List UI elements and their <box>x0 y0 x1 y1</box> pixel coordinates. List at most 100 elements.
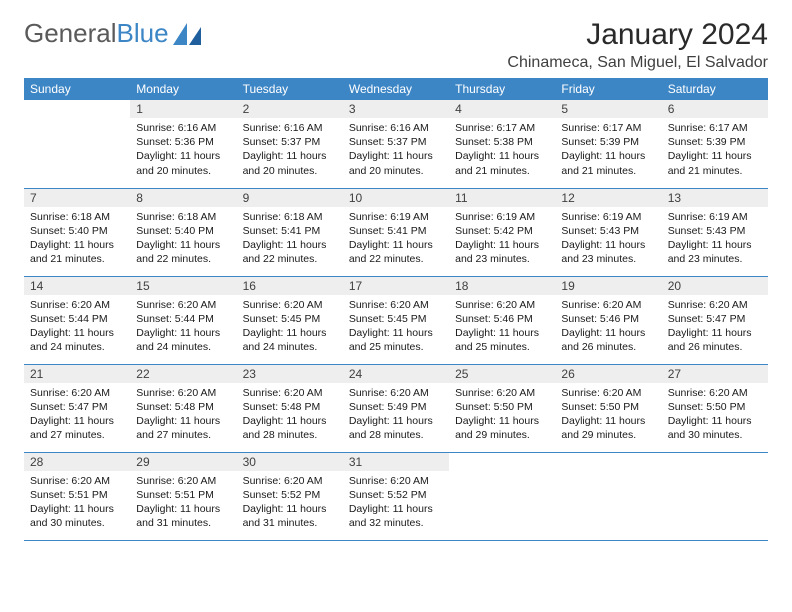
sunset-text: Sunset: 5:42 PM <box>455 224 549 238</box>
sunset-text: Sunset: 5:37 PM <box>243 135 337 149</box>
calendar-week-row: 28Sunrise: 6:20 AMSunset: 5:51 PMDayligh… <box>24 452 768 540</box>
daylight-text: Daylight: 11 hours and 24 minutes. <box>136 326 230 354</box>
sunset-text: Sunset: 5:48 PM <box>243 400 337 414</box>
calendar-day-cell: 2Sunrise: 6:16 AMSunset: 5:37 PMDaylight… <box>237 100 343 188</box>
daylight-text: Daylight: 11 hours and 31 minutes. <box>136 502 230 530</box>
daylight-text: Daylight: 11 hours and 25 minutes. <box>349 326 443 354</box>
weekday-header-row: Sunday Monday Tuesday Wednesday Thursday… <box>24 78 768 100</box>
weekday-header: Saturday <box>662 78 768 100</box>
day-number: 3 <box>343 100 449 118</box>
sunrise-text: Sunrise: 6:19 AM <box>349 210 443 224</box>
sunset-text: Sunset: 5:51 PM <box>136 488 230 502</box>
day-content: Sunrise: 6:20 AMSunset: 5:49 PMDaylight:… <box>343 383 449 447</box>
day-number: 15 <box>130 277 236 295</box>
sunrise-text: Sunrise: 6:20 AM <box>30 298 124 312</box>
daylight-text: Daylight: 11 hours and 26 minutes. <box>561 326 655 354</box>
calendar-day-cell: 16Sunrise: 6:20 AMSunset: 5:45 PMDayligh… <box>237 276 343 364</box>
calendar-table: Sunday Monday Tuesday Wednesday Thursday… <box>24 78 768 541</box>
day-content: Sunrise: 6:18 AMSunset: 5:40 PMDaylight:… <box>130 207 236 271</box>
calendar-day-cell: 29Sunrise: 6:20 AMSunset: 5:51 PMDayligh… <box>130 452 236 540</box>
day-number: 10 <box>343 189 449 207</box>
day-number: 27 <box>662 365 768 383</box>
day-content: Sunrise: 6:20 AMSunset: 5:51 PMDaylight:… <box>130 471 236 535</box>
day-content: Sunrise: 6:19 AMSunset: 5:43 PMDaylight:… <box>555 207 661 271</box>
day-content: Sunrise: 6:20 AMSunset: 5:50 PMDaylight:… <box>662 383 768 447</box>
daylight-text: Daylight: 11 hours and 28 minutes. <box>349 414 443 442</box>
sunset-text: Sunset: 5:50 PM <box>668 400 762 414</box>
sunrise-text: Sunrise: 6:16 AM <box>349 121 443 135</box>
calendar-day-cell <box>449 452 555 540</box>
daylight-text: Daylight: 11 hours and 29 minutes. <box>561 414 655 442</box>
day-content: Sunrise: 6:20 AMSunset: 5:46 PMDaylight:… <box>449 295 555 359</box>
sunrise-text: Sunrise: 6:19 AM <box>455 210 549 224</box>
sunset-text: Sunset: 5:41 PM <box>349 224 443 238</box>
day-number: 18 <box>449 277 555 295</box>
day-number: 11 <box>449 189 555 207</box>
sunset-text: Sunset: 5:50 PM <box>455 400 549 414</box>
page-header: GeneralBlue January 2024 Chinameca, San … <box>24 18 768 72</box>
calendar-day-cell: 7Sunrise: 6:18 AMSunset: 5:40 PMDaylight… <box>24 188 130 276</box>
day-content: Sunrise: 6:19 AMSunset: 5:42 PMDaylight:… <box>449 207 555 271</box>
daylight-text: Daylight: 11 hours and 20 minutes. <box>349 149 443 177</box>
sunrise-text: Sunrise: 6:20 AM <box>349 298 443 312</box>
weekday-header: Sunday <box>24 78 130 100</box>
sunset-text: Sunset: 5:40 PM <box>30 224 124 238</box>
calendar-day-cell: 8Sunrise: 6:18 AMSunset: 5:40 PMDaylight… <box>130 188 236 276</box>
day-content: Sunrise: 6:18 AMSunset: 5:41 PMDaylight:… <box>237 207 343 271</box>
sunrise-text: Sunrise: 6:16 AM <box>136 121 230 135</box>
calendar-day-cell: 4Sunrise: 6:17 AMSunset: 5:38 PMDaylight… <box>449 100 555 188</box>
title-block: January 2024 Chinameca, San Miguel, El S… <box>507 18 768 72</box>
daylight-text: Daylight: 11 hours and 21 minutes. <box>668 149 762 177</box>
sunrise-text: Sunrise: 6:18 AM <box>30 210 124 224</box>
sunset-text: Sunset: 5:44 PM <box>136 312 230 326</box>
sunset-text: Sunset: 5:47 PM <box>668 312 762 326</box>
calendar-day-cell <box>24 100 130 188</box>
day-number: 20 <box>662 277 768 295</box>
daylight-text: Daylight: 11 hours and 30 minutes. <box>668 414 762 442</box>
calendar-day-cell: 31Sunrise: 6:20 AMSunset: 5:52 PMDayligh… <box>343 452 449 540</box>
day-number <box>24 100 130 104</box>
day-content: Sunrise: 6:20 AMSunset: 5:47 PMDaylight:… <box>24 383 130 447</box>
daylight-text: Daylight: 11 hours and 25 minutes. <box>455 326 549 354</box>
calendar-day-cell: 23Sunrise: 6:20 AMSunset: 5:48 PMDayligh… <box>237 364 343 452</box>
sunset-text: Sunset: 5:43 PM <box>668 224 762 238</box>
day-content: Sunrise: 6:20 AMSunset: 5:50 PMDaylight:… <box>555 383 661 447</box>
sunset-text: Sunset: 5:37 PM <box>349 135 443 149</box>
calendar-day-cell: 18Sunrise: 6:20 AMSunset: 5:46 PMDayligh… <box>449 276 555 364</box>
calendar-week-row: 21Sunrise: 6:20 AMSunset: 5:47 PMDayligh… <box>24 364 768 452</box>
daylight-text: Daylight: 11 hours and 21 minutes. <box>455 149 549 177</box>
sunrise-text: Sunrise: 6:20 AM <box>455 386 549 400</box>
calendar-day-cell: 27Sunrise: 6:20 AMSunset: 5:50 PMDayligh… <box>662 364 768 452</box>
day-number: 31 <box>343 453 449 471</box>
day-number: 24 <box>343 365 449 383</box>
day-content: Sunrise: 6:20 AMSunset: 5:45 PMDaylight:… <box>237 295 343 359</box>
daylight-text: Daylight: 11 hours and 21 minutes. <box>30 238 124 266</box>
daylight-text: Daylight: 11 hours and 28 minutes. <box>243 414 337 442</box>
sunrise-text: Sunrise: 6:20 AM <box>30 386 124 400</box>
day-number: 23 <box>237 365 343 383</box>
day-number <box>449 453 555 457</box>
calendar-day-cell: 14Sunrise: 6:20 AMSunset: 5:44 PMDayligh… <box>24 276 130 364</box>
logo-text-1: General <box>24 18 117 49</box>
sunrise-text: Sunrise: 6:20 AM <box>349 474 443 488</box>
sunset-text: Sunset: 5:50 PM <box>561 400 655 414</box>
sunrise-text: Sunrise: 6:20 AM <box>561 298 655 312</box>
sunset-text: Sunset: 5:40 PM <box>136 224 230 238</box>
day-number: 5 <box>555 100 661 118</box>
calendar-day-cell: 22Sunrise: 6:20 AMSunset: 5:48 PMDayligh… <box>130 364 236 452</box>
day-number: 9 <box>237 189 343 207</box>
calendar-day-cell: 1Sunrise: 6:16 AMSunset: 5:36 PMDaylight… <box>130 100 236 188</box>
day-content: Sunrise: 6:20 AMSunset: 5:47 PMDaylight:… <box>662 295 768 359</box>
sunrise-text: Sunrise: 6:20 AM <box>455 298 549 312</box>
day-number: 12 <box>555 189 661 207</box>
weekday-header: Tuesday <box>237 78 343 100</box>
sunset-text: Sunset: 5:46 PM <box>455 312 549 326</box>
calendar-day-cell: 28Sunrise: 6:20 AMSunset: 5:51 PMDayligh… <box>24 452 130 540</box>
sunset-text: Sunset: 5:47 PM <box>30 400 124 414</box>
sunrise-text: Sunrise: 6:20 AM <box>30 474 124 488</box>
calendar-day-cell: 25Sunrise: 6:20 AMSunset: 5:50 PMDayligh… <box>449 364 555 452</box>
day-number: 21 <box>24 365 130 383</box>
daylight-text: Daylight: 11 hours and 31 minutes. <box>243 502 337 530</box>
sunset-text: Sunset: 5:43 PM <box>561 224 655 238</box>
calendar-day-cell: 9Sunrise: 6:18 AMSunset: 5:41 PMDaylight… <box>237 188 343 276</box>
